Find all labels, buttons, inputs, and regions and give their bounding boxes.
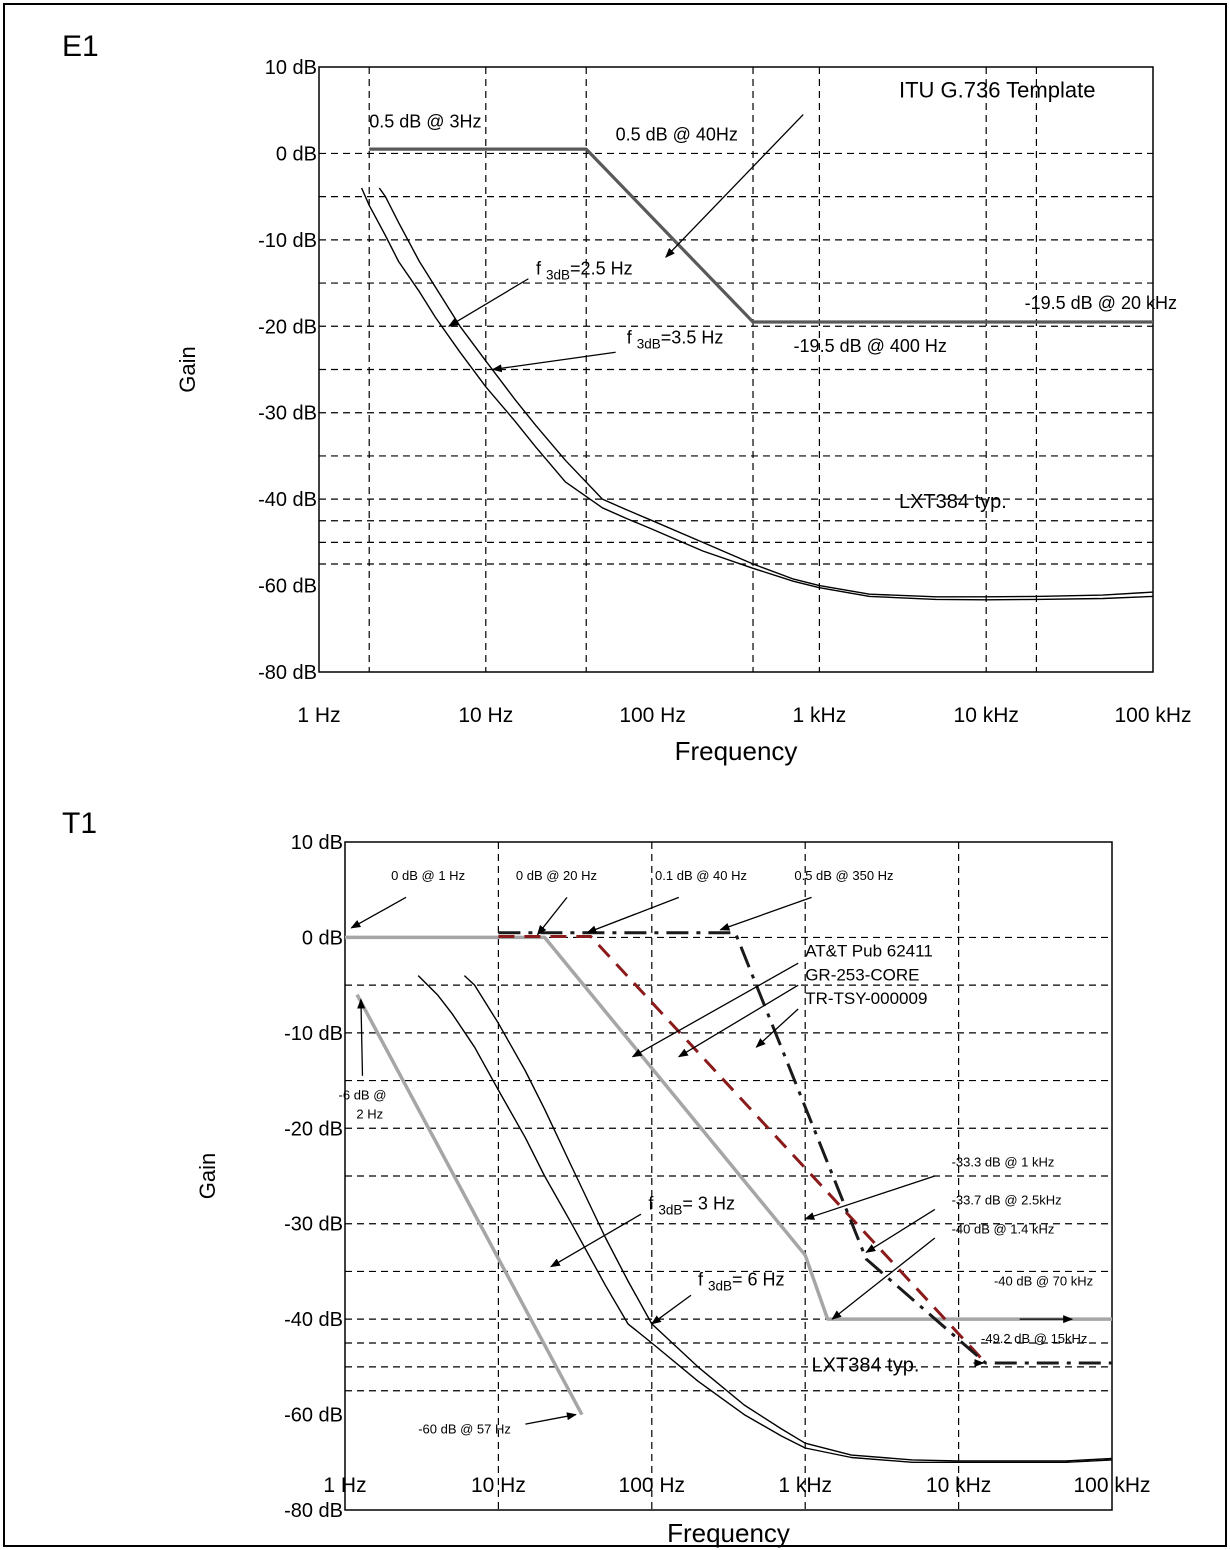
series-line bbox=[369, 147, 1153, 324]
annotation-label: f 3dB= 6 Hz bbox=[698, 1270, 785, 1294]
series-line bbox=[360, 187, 1154, 601]
x-tick-label: 100 kHz bbox=[1114, 704, 1191, 727]
annotation-arrow bbox=[755, 1008, 799, 1048]
annotation-arrow bbox=[631, 962, 799, 1058]
x-tick-label: 100 kHz bbox=[1073, 1474, 1150, 1497]
annotation-arrow bbox=[350, 896, 407, 929]
figure-frame bbox=[3, 3, 1227, 1547]
x-tick-label: 10 kHz bbox=[954, 704, 1019, 727]
annotation-label: -6 dB @ bbox=[339, 1088, 387, 1103]
annotation-label: -49.2 dB @ 15kHz bbox=[981, 1331, 1087, 1346]
y-tick-label: -20 dB bbox=[258, 316, 317, 338]
annotation-label: LXT384 typ. bbox=[812, 1355, 920, 1377]
annotation-arrow bbox=[525, 1412, 577, 1425]
y-tick-label: -30 dB bbox=[284, 1214, 343, 1236]
x-axis-label: Frequency bbox=[675, 736, 798, 766]
x-tick-label: 10 kHz bbox=[926, 1474, 991, 1497]
annotation-label: 0 dB @ 20 Hz bbox=[516, 868, 597, 883]
annotation-arrow bbox=[865, 1208, 936, 1253]
annotation-label: LXT384 typ. bbox=[899, 491, 1007, 513]
annotation-arrow bbox=[804, 1175, 936, 1220]
annotation-label: -19.5 dB @ 20 kHz bbox=[1025, 293, 1177, 313]
y-tick-label: -10 dB bbox=[284, 1023, 343, 1045]
annotation-arrow bbox=[536, 896, 568, 936]
annotation-label: f 3dB= 3 Hz bbox=[648, 1193, 735, 1217]
y-axis-label: Gain bbox=[175, 346, 200, 392]
x-tick-label: 10 Hz bbox=[471, 1474, 526, 1497]
annotation-arrow bbox=[677, 984, 799, 1058]
annotation-label: 2 Hz bbox=[356, 1107, 383, 1122]
annotation-label: f 3dB=2.5 Hz bbox=[536, 258, 633, 282]
y-tick-label: 10 dB bbox=[291, 832, 343, 854]
x-tick-label: 1 Hz bbox=[297, 704, 340, 727]
annotation-label: TR-TSY-000009 bbox=[805, 989, 927, 1008]
y-tick-label: -30 dB bbox=[258, 403, 317, 425]
annotation-label: -33.7 dB @ 2.5kHz bbox=[952, 1193, 1062, 1208]
y-tick-label: 0 dB bbox=[302, 927, 343, 949]
y-tick-label: -40 dB bbox=[258, 489, 317, 511]
y-tick-label: -60 dB bbox=[284, 1405, 343, 1427]
annotation-arrow bbox=[719, 896, 812, 931]
y-tick-label: 0 dB bbox=[276, 143, 317, 165]
annotation-label: AT&T Pub 62411 bbox=[805, 942, 933, 961]
chart-panel-t1: T1 10 dB 0 dB -10 dB -20 dB -30 dB -40 dB -60 d… bbox=[62, 807, 1151, 1548]
y-tick-label: -60 dB bbox=[258, 576, 317, 598]
annotation-label: f 3dB=3.5 Hz bbox=[627, 328, 724, 352]
x-tick-label: 1 Hz bbox=[323, 1474, 366, 1497]
annotation-label: 0.5 dB @ 40Hz bbox=[616, 124, 738, 144]
annotation-arrow bbox=[831, 1237, 936, 1320]
series-line bbox=[417, 975, 1113, 1464]
annotation-label: GR-253-CORE bbox=[805, 965, 919, 984]
y-tick-label: -80 dB bbox=[258, 662, 317, 684]
y-axis-label: Gain bbox=[195, 1153, 220, 1199]
annotation-label: -19.5 dB @ 400 Hz bbox=[794, 336, 947, 356]
series-line bbox=[463, 975, 1113, 1462]
series-line bbox=[498, 935, 987, 1365]
annotation-label: 0.5 dB @ 350 Hz bbox=[794, 868, 893, 883]
y-tick-label: -10 dB bbox=[258, 230, 317, 252]
annotation-label: -40 dB @ 70 kHz bbox=[994, 1274, 1093, 1289]
annotation-label: -33.3 dB @ 1 kHz bbox=[952, 1154, 1055, 1169]
annotation-arrow bbox=[491, 351, 616, 373]
annotation-label: -40 dB @ 1.4 kHz bbox=[952, 1221, 1055, 1236]
x-tick-label: 1 kHz bbox=[778, 1474, 832, 1497]
y-tick-label: 10 dB bbox=[265, 57, 317, 79]
panel-label: T1 bbox=[62, 807, 97, 840]
y-tick-label: -20 dB bbox=[284, 1118, 343, 1140]
panel-label: E1 bbox=[62, 30, 99, 63]
series-line bbox=[355, 993, 584, 1416]
y-tick-label: -80 dB bbox=[284, 1500, 343, 1522]
x-tick-label: 1 kHz bbox=[793, 704, 847, 727]
annotation-arrow bbox=[357, 998, 366, 1076]
annotation-label: 0.5 dB @ 3Hz bbox=[369, 112, 481, 132]
y-tick-label: -40 dB bbox=[284, 1309, 343, 1331]
x-axis-label: Frequency bbox=[667, 1518, 790, 1548]
annotation-arrow bbox=[665, 114, 804, 258]
annotation-arrow bbox=[447, 278, 529, 327]
series-line bbox=[378, 187, 1154, 598]
annotation-arrow bbox=[550, 1213, 642, 1268]
annotation-arrow bbox=[650, 1294, 692, 1325]
x-tick-label: 100 Hz bbox=[619, 1474, 686, 1497]
annotation-label: ITU G.736 Template bbox=[899, 77, 1095, 102]
x-tick-label: 100 Hz bbox=[619, 704, 686, 727]
annotation-label: 0 dB @ 1 Hz bbox=[391, 868, 465, 883]
annotation-label: -60 dB @ 57 Hz bbox=[418, 1422, 511, 1437]
chart-panel-e1: E1 10 dB 0 dB -10 dB -20 dB -30 dB -40 dB -60 d… bbox=[62, 30, 1192, 766]
series-line bbox=[498, 931, 1112, 1365]
annotation-label: 0.1 dB @ 40 Hz bbox=[655, 868, 747, 883]
annotation-arrow bbox=[586, 896, 680, 934]
x-tick-label: 10 Hz bbox=[458, 704, 513, 727]
series-line bbox=[345, 935, 1112, 1321]
